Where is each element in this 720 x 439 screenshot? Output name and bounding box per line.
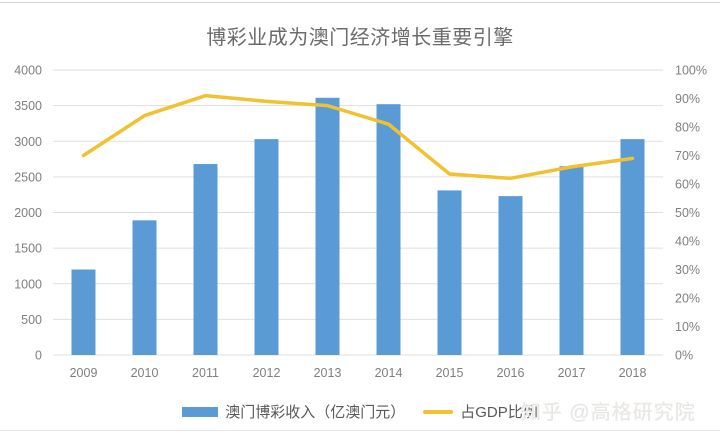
left-axis-tick-label: 1000 [14,277,42,291]
bar-2018 [620,139,645,355]
right-axis-tick-label: 40% [675,235,700,249]
left-axis-tick-label: 3500 [14,99,42,113]
left-axis-tick-label: 1500 [14,242,42,256]
bar-2013 [315,97,340,355]
right-axis-tick-label: 80% [675,121,700,135]
bar-2009 [71,269,96,355]
x-axis-tick-label: 2014 [375,366,403,380]
legend-item-revenue: 澳门博彩收入（亿澳门元） [182,401,405,422]
chart-title: 博彩业成为澳门经济增长重要引擎 [206,27,514,49]
top-divider [0,2,720,3]
x-axis-tick-label: 2015 [436,366,464,380]
legend-label-revenue: 澳门博彩收入（亿澳门元） [225,404,406,421]
x-axis-tick-label: 2016 [497,366,525,380]
watermark: 知乎 @高格研究院 [521,402,696,424]
left-axis-tick-label: 4000 [14,64,42,78]
x-axis-tick-label: 2009 [70,366,98,380]
right-axis-tick-label: 70% [675,149,700,163]
left-axis-tick-label: 2500 [14,170,42,184]
x-axis-tick-label: 2013 [314,366,342,380]
bar-2015 [437,190,462,355]
left-axis-tick-label: 3000 [14,135,42,149]
x-axis-tick-label: 2017 [558,366,586,380]
bar-2014 [376,104,401,355]
line-series-swatch-icon [423,409,454,414]
bar-2011 [193,164,218,355]
right-axis-tick-label: 30% [675,263,700,277]
bottom-divider [0,430,720,431]
legend-label-gdp-ratio: 占GDP比例 [460,404,538,421]
bar-2016 [498,196,523,355]
right-axis-tick-label: 50% [675,206,700,220]
gdp-ratio-line [81,93,635,181]
left-axis-tick-label: 0 [35,349,42,363]
bar-2010 [132,220,157,355]
bar-series-swatch-icon [182,406,219,417]
chart-legend: 澳门博彩收入（亿澳门元） 占GDP比例 [0,401,720,422]
right-axis-tick-label: 10% [675,320,700,334]
right-axis-tick-label: 20% [675,292,700,306]
x-axis-tick-label: 2010 [131,366,159,380]
x-axis-tick-label: 2011 [192,366,219,380]
bar-2012 [254,139,279,355]
legend-item-gdp-ratio: 占GDP比例 [423,401,538,422]
right-axis-tick-label: 100% [675,64,707,78]
x-axis-tick-label: 2018 [619,366,647,380]
right-axis-tick-label: 60% [675,178,700,192]
right-axis-tick-label: 90% [675,92,700,106]
x-axis-tick-label: 2012 [253,366,281,380]
left-axis-tick-label: 2000 [14,206,42,220]
bar-2017 [559,166,584,355]
right-axis-tick-label: 0% [675,349,693,363]
left-axis-tick-label: 500 [21,313,42,327]
